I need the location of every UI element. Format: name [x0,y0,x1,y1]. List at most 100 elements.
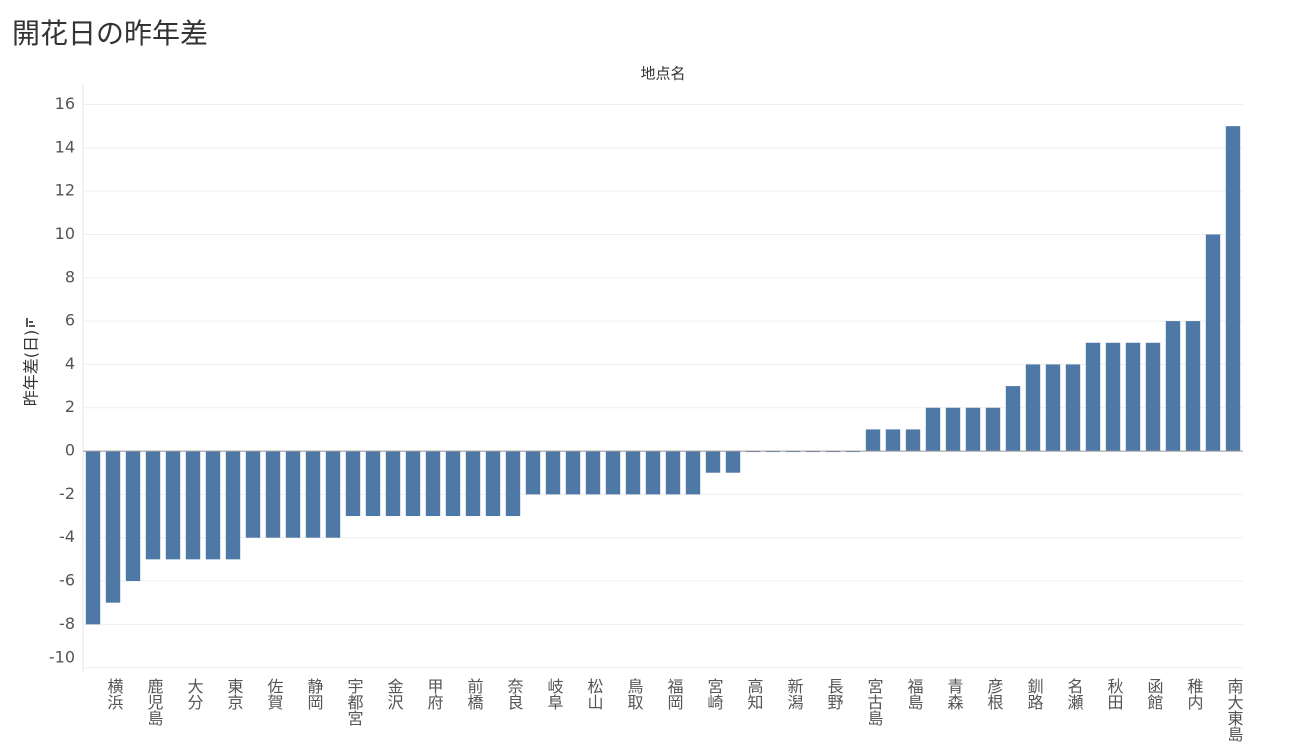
bar [885,429,901,452]
x-tick-label: 宮古島 [865,678,884,726]
x-tick-label: 釧路 [1025,678,1044,710]
y-tick-label: 0 [65,441,75,460]
bar [965,407,981,452]
bar [545,451,561,495]
bar [645,451,661,495]
bar [325,451,341,538]
bar [345,451,361,517]
y-tick-label: 12 [55,181,75,200]
bar [365,451,381,517]
bar [1085,342,1101,452]
x-tick-label: 長野 [825,678,844,710]
sort-bar [29,325,35,327]
x-tick-label: 宮崎 [705,678,724,710]
bar [705,451,721,473]
bar [125,451,141,582]
bar [105,451,121,603]
x-tick-label: 金沢 [385,678,404,710]
bar [1025,364,1041,452]
bar [245,451,261,538]
y-tick-label: 6 [65,311,75,330]
bar [1205,234,1221,452]
bar [185,451,201,560]
y-tick-label: 14 [55,137,75,156]
y-tick-label: 2 [65,397,75,416]
bar [85,451,101,625]
y-tick-label: -6 [59,571,75,590]
bar [985,407,1001,452]
bar [605,451,621,495]
x-tick-label: 宇都宮 [345,678,364,726]
bar [725,451,741,473]
x-tick-label: 佐賀 [265,678,284,710]
x-tick-label: 新潟 [785,678,804,710]
bar [385,451,401,517]
y-tick-label: 4 [65,354,75,373]
x-tick-label: 函館 [1145,678,1164,710]
bar [1005,386,1021,452]
bar [465,451,481,517]
bar [285,451,301,538]
bar [505,451,521,517]
bar [1185,321,1201,452]
bar [1045,364,1061,452]
x-tick-label: 岐阜 [545,678,564,710]
bar [1065,364,1081,452]
sort-icon[interactable] [26,318,35,327]
x-tick-label: 福岡 [665,678,684,711]
x-tick-label: 名瀬 [1065,678,1084,710]
bar [165,451,181,560]
chart-title: 開花日の昨年差 [12,17,208,50]
bar [625,451,641,495]
x-tick-label: 甲府 [425,678,444,711]
x-tick-label: 青森 [945,678,964,710]
x-tick-label: 横浜 [105,678,124,710]
bar [425,451,441,517]
bar [905,429,921,452]
x-tick-label: 前橋 [465,678,484,711]
x-tick-label: 奈良 [505,678,524,710]
bar [585,451,601,495]
bar [865,429,881,452]
bar [265,451,281,538]
x-tick-label: 高知 [745,678,764,710]
bar [485,451,501,517]
x-tick-label: 大分 [185,678,204,711]
bar [205,451,221,560]
bar [1105,342,1121,452]
y-tick-label: -8 [59,614,75,633]
sort-bar [26,318,28,327]
y-tick-label: -10 [49,648,75,667]
x-tick-label: 松山 [585,678,604,710]
x-tick-label: 稚内 [1185,678,1204,711]
x-tick-label: 福島 [905,678,924,710]
bar [225,451,241,560]
y-tick-label: -4 [59,527,75,546]
bar [1165,321,1181,452]
bar [305,451,321,538]
x-tick-label: 南大東島 [1225,678,1244,742]
bar [525,451,541,495]
bar [565,451,581,495]
bar [685,451,701,495]
sort-bar [29,321,33,323]
y-tick-label: -2 [59,484,75,503]
bar [925,407,941,452]
y-axis-title: 昨年差(日) [22,330,41,407]
x-tick-label: 秋田 [1105,678,1124,710]
bar [945,407,961,452]
y-tick-label: 16 [55,94,75,113]
x-tick-label: 鳥取 [625,678,644,710]
x-tick-label: 東京 [225,678,244,711]
x-axis-title: 地点名 [640,65,685,83]
x-tick-label: 静岡 [305,678,324,711]
x-tick-label: 彦根 [985,678,1004,710]
y-tick-label: 8 [65,267,75,286]
bar [1225,126,1241,452]
bar [665,451,681,495]
bar [145,451,161,560]
bar [1125,342,1141,452]
y-tick-label: 10 [55,224,75,243]
bar [1145,342,1161,452]
